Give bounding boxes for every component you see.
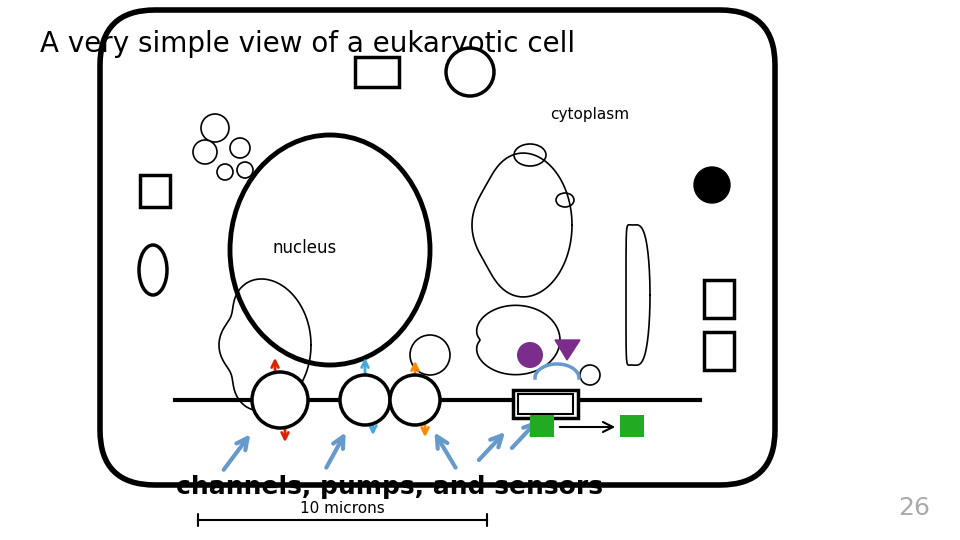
Text: 26: 26 [898,496,930,520]
Circle shape [517,342,543,368]
Ellipse shape [514,144,546,166]
Text: channels, pumps, and sensors: channels, pumps, and sensors [177,475,604,499]
Bar [355,57,399,87]
Text: nucleus: nucleus [273,239,337,257]
Circle shape [580,365,600,385]
Text: cytoplasm: cytoplasm [550,107,630,123]
Circle shape [201,114,229,142]
Bar [704,280,734,318]
Circle shape [237,162,253,178]
Bar [517,394,572,414]
Circle shape [446,48,494,96]
Text: 10 microns: 10 microns [300,501,385,516]
Ellipse shape [230,135,430,365]
Bar [620,415,644,437]
Bar [513,390,578,418]
FancyBboxPatch shape [100,10,775,485]
Ellipse shape [556,193,574,207]
Polygon shape [555,340,580,360]
Circle shape [193,140,217,164]
Circle shape [390,375,440,425]
Text: A very simple view of a eukaryotic cell: A very simple view of a eukaryotic cell [40,30,575,58]
Circle shape [340,375,390,425]
Ellipse shape [139,245,167,295]
Circle shape [230,138,250,158]
Circle shape [694,167,730,203]
Bar [704,332,734,370]
Bar [140,175,170,207]
Bar [530,415,554,437]
Circle shape [252,372,308,428]
Circle shape [217,164,233,180]
Circle shape [410,335,450,375]
